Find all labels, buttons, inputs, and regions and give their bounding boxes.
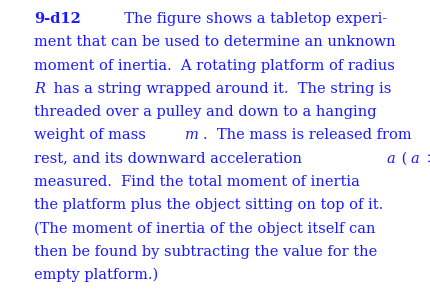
Text: R: R bbox=[34, 82, 46, 96]
Text: has a string wrapped around it.  The string is: has a string wrapped around it. The stri… bbox=[49, 82, 391, 96]
Text: then be found by subtracting the value for the: then be found by subtracting the value f… bbox=[34, 245, 378, 259]
Text: a: a bbox=[411, 152, 419, 165]
Text: rest, and its downward acceleration: rest, and its downward acceleration bbox=[34, 152, 307, 165]
Text: a: a bbox=[386, 152, 395, 165]
Text: (The moment of inertia of the object itself can: (The moment of inertia of the object its… bbox=[34, 221, 376, 236]
Text: moment of inertia.  A rotating platform of radius: moment of inertia. A rotating platform o… bbox=[34, 59, 395, 72]
Text: weight of mass: weight of mass bbox=[34, 128, 151, 142]
Text: m: m bbox=[185, 128, 199, 142]
Text: the platform plus the object sitting on top of it.: the platform plus the object sitting on … bbox=[34, 198, 384, 212]
Text: empty platform.): empty platform.) bbox=[34, 268, 159, 282]
Text: The figure shows a tabletop experi-: The figure shows a tabletop experi- bbox=[95, 12, 387, 26]
Text: .  The mass is released from: . The mass is released from bbox=[203, 128, 411, 142]
Text: ment that can be used to determine an unknown: ment that can be used to determine an un… bbox=[34, 35, 396, 49]
Text: > 0) is: > 0) is bbox=[422, 152, 430, 165]
Text: measured.  Find the total moment of inertia: measured. Find the total moment of inert… bbox=[34, 175, 365, 189]
Text: (: ( bbox=[397, 152, 408, 165]
Text: threaded over a pulley and down to a hanging: threaded over a pulley and down to a han… bbox=[34, 105, 377, 119]
Text: 9-d12: 9-d12 bbox=[34, 12, 81, 26]
